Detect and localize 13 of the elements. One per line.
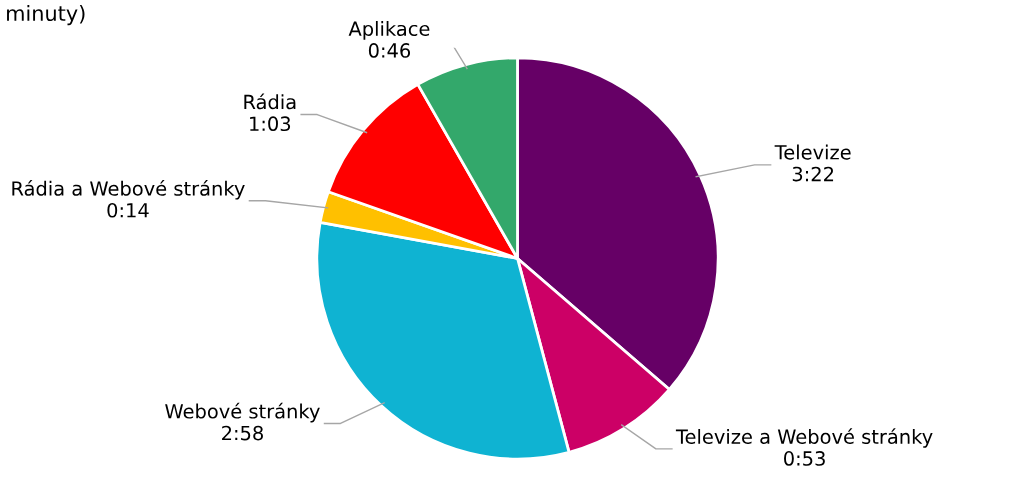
slice-label: Televize a Webové stránky [675,428,933,448]
text: minuty) [7,4,85,26]
data-label: 2:58 [222,425,263,441]
data-label: 0:53 [784,451,825,466]
data-label: 1:03 [250,116,291,132]
slice-label: Webové stránky [165,402,320,423]
data-label: 3:22 [792,166,834,182]
data-label: 0:14 [107,202,149,218]
slice-label: Rádia a Webové stránky [12,180,245,200]
data-label: 0:46 [368,43,411,58]
slice-label: Aplikace [348,21,430,40]
slice-label: Televize [774,144,851,160]
slice-label: Rádia [244,93,296,110]
